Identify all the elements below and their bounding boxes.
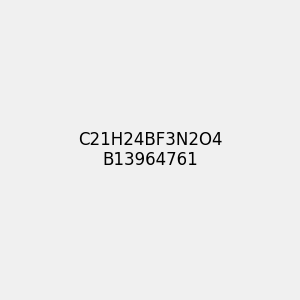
- Text: C21H24BF3N2O4
B13964761: C21H24BF3N2O4 B13964761: [78, 130, 222, 170]
